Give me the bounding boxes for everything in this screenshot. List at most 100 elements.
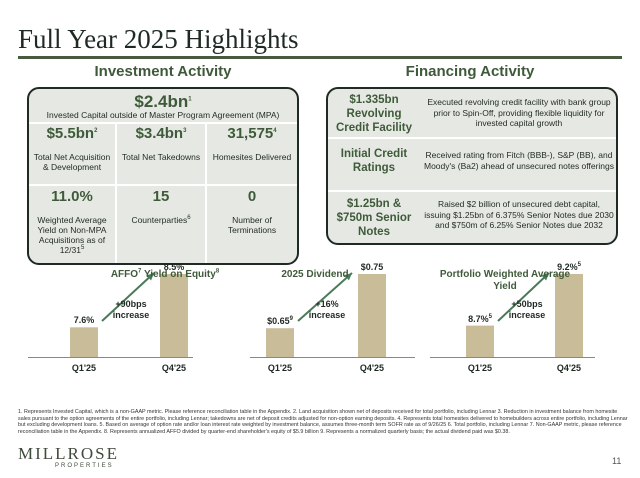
chart-bar [466, 325, 494, 357]
chart-bar [266, 328, 294, 357]
footnote-marker: 5 [80, 245, 85, 252]
chart-title-text: Yield on Equity [141, 269, 216, 280]
metric-desc: Weighted Average Yield on Non-MPA Acquis… [33, 215, 111, 255]
invested-capital-value: $2.4bn1 [134, 92, 192, 111]
metric-value-text: $5.5bn [46, 125, 95, 142]
investment-divider [29, 122, 297, 124]
footnote-marker: 5 [577, 262, 581, 268]
financing-divider [328, 137, 616, 139]
metric-value: 11.0% [29, 188, 115, 205]
footnotes: 1. Represents Invested Capital, which is… [18, 409, 628, 435]
footnote-marker: 5 [488, 313, 492, 320]
metric-desc: Homesites Delivered [211, 152, 293, 162]
bar-value-text: 9.2% [557, 262, 578, 272]
invested-capital-desc: Invested Capital outside of Master Progr… [46, 110, 280, 120]
metric-value: $3.4bn3 [117, 125, 205, 142]
metric-value: 31,5754 [207, 125, 297, 142]
increase-arrow-line [297, 272, 353, 322]
bar-value-label: 7.6% [54, 315, 114, 325]
charts-svg [28, 272, 595, 358]
metric-value-text: $3.4bn [135, 125, 184, 142]
metric-value-text: 11.0% [51, 188, 93, 205]
financing-text: Executed revolving credit facility with … [427, 97, 611, 128]
increase-word: increase [508, 310, 546, 320]
metric-desc-text: Weighted Average Yield on Non-MPA Acquis… [37, 215, 107, 255]
footnote-marker: 9 [289, 316, 293, 323]
bar-value-label: $0.75 [342, 262, 402, 272]
bar-value-label: $0.659 [250, 316, 310, 326]
investment-divider [205, 123, 207, 263]
chart-bar [70, 327, 98, 357]
bar-value-label: 9.2%5 [539, 262, 599, 272]
increase-arrow-line [497, 272, 550, 322]
arrow-head-icon [541, 273, 549, 281]
increase-word: increase [308, 310, 346, 320]
x-tick-label: Q1'25 [71, 363, 97, 373]
metric-value: 0 [207, 188, 297, 205]
financing-box [326, 87, 618, 245]
increase-label: +90bps increase [96, 299, 166, 321]
footnote-marker: 2 [94, 128, 98, 134]
increase-arrow-line [101, 272, 155, 322]
millrose-logo: MILLROSE [18, 444, 119, 463]
page-title: Full Year 2025 Highlights [18, 24, 299, 54]
chart-title: Portfolio Weighted Average Yield [430, 269, 580, 293]
metric-value-text: 31,575 [227, 125, 274, 142]
metric-desc-text: Counterparties [131, 215, 188, 225]
metric-value: $5.5bn2 [29, 125, 115, 142]
financing-label: $1.25bn & $750m Senior Notes [336, 198, 412, 238]
increase-amount: +16% [315, 299, 339, 309]
bar-value-text: $0.65 [267, 316, 290, 327]
metric-desc: Total Net Acquisition & Development [33, 152, 111, 172]
investment-heading: Investment Activity [94, 63, 232, 80]
metric-desc-text: Homesites Delivered [212, 152, 292, 162]
x-tick-label: Q1'25 [467, 363, 493, 373]
increase-label: +16% increase [292, 299, 362, 321]
footnote-marker: 7 [138, 268, 142, 275]
arrow-head-icon [344, 273, 352, 281]
investment-divider [29, 184, 297, 186]
investment-box [27, 87, 299, 265]
increase-label: +50bps increase [492, 299, 562, 321]
chart-title: 2025 Dividend [250, 269, 380, 281]
footnote-marker: 4 [273, 128, 277, 134]
footnote-marker: 3 [183, 128, 187, 134]
x-tick-label: Q4'25 [556, 363, 582, 373]
chart-title-text: AFFO [110, 269, 139, 280]
title-rule [18, 56, 622, 59]
metric-value: 15 [117, 188, 205, 205]
logo-subtitle: PROPERTIES [55, 463, 114, 469]
metric-desc: Number of Terminations [211, 215, 293, 235]
financing-label: Initial Credit Ratings [340, 148, 408, 174]
bar-value-label: 8.5% [144, 262, 204, 272]
bar-value-text: 8.7% [468, 313, 489, 324]
x-tick-label: Q4'25 [161, 363, 187, 373]
metric-desc-text: Total Net Takedowns [121, 152, 201, 162]
x-tick-label: Q4'25 [359, 363, 385, 373]
financing-label: $1.335bn Revolving Credit Facility [335, 94, 413, 134]
chart-title-text: Portfolio Weighted Average Yield [439, 269, 571, 292]
chart-title-text: 2025 Dividend [281, 269, 349, 280]
x-tick-label: Q1'25 [267, 363, 293, 373]
footnote-marker: 8 [215, 268, 220, 275]
footnote-marker: 6 [187, 215, 191, 222]
bar-value-text: 7.6% [73, 315, 95, 326]
bar-value-text: $0.75 [360, 262, 384, 272]
page-number: 11 [612, 456, 622, 466]
chart-bar [358, 274, 386, 357]
financing-text: Received rating from Fitch (BBB-), S&P (… [424, 150, 615, 171]
increase-amount: +90bps [115, 299, 147, 309]
financing-text: Raised $2 billion of unsecured debt capi… [424, 199, 614, 230]
metric-desc-text: Number of Terminations [227, 215, 277, 235]
investment-divider [115, 123, 117, 263]
increase-word: increase [112, 310, 150, 320]
metric-value-text: 0 [247, 188, 257, 205]
chart-title: AFFO7 Yield on Equity8 [90, 269, 240, 281]
metric-value-text: 15 [152, 188, 170, 205]
arrow-head-icon [146, 273, 154, 281]
metric-desc: Total Net Takedowns [121, 152, 201, 162]
financing-heading: Financing Activity [405, 63, 535, 80]
chart-bar [160, 274, 188, 357]
financing-divider [328, 190, 616, 192]
chart-bar [555, 274, 583, 357]
